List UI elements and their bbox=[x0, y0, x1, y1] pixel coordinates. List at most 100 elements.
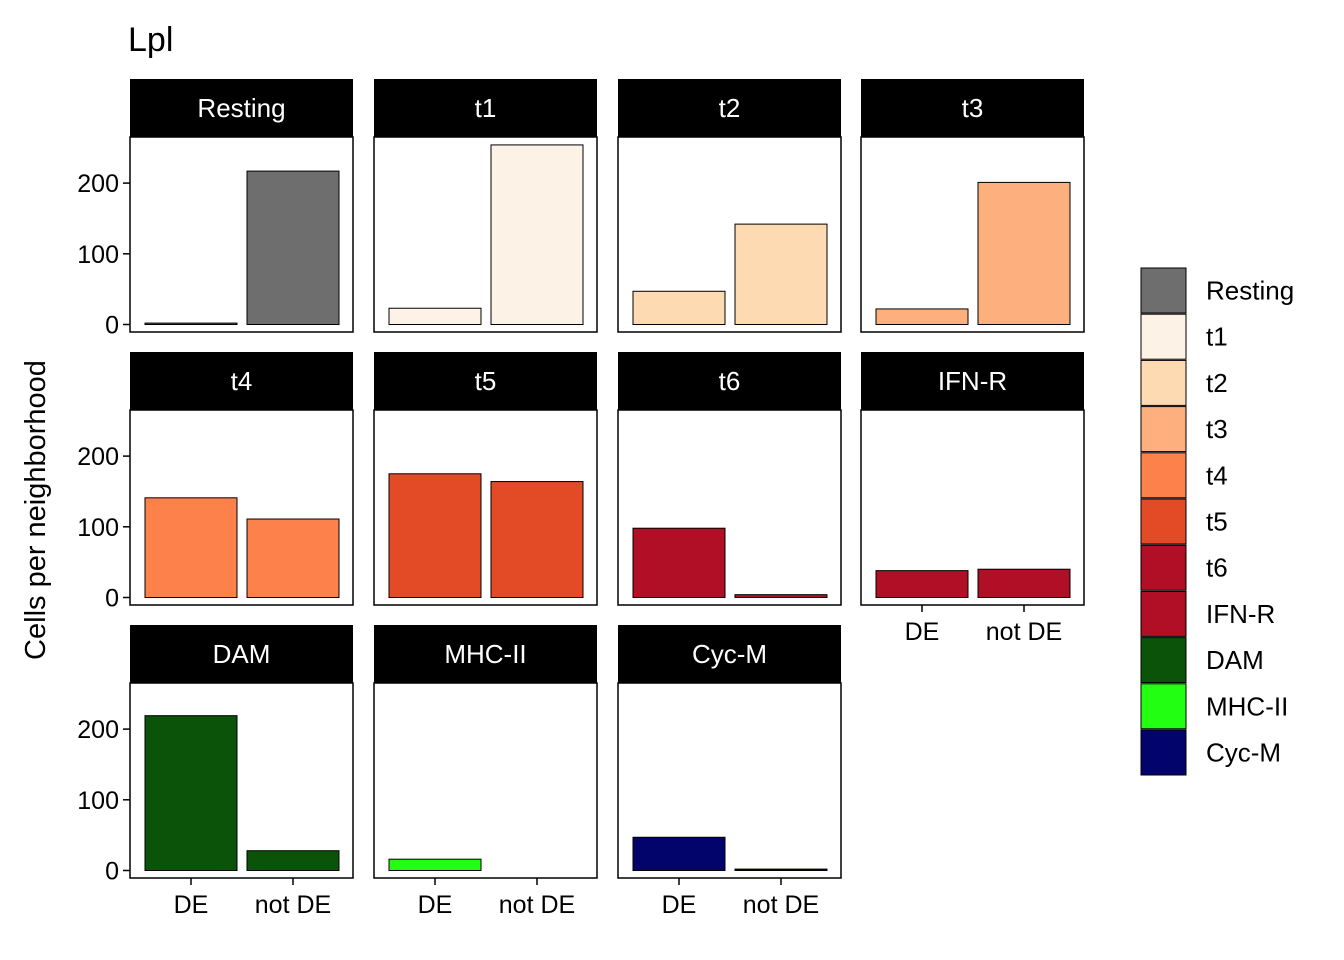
facet-t2: t2 bbox=[617, 79, 842, 333]
facet-mhc-ii: MHC-II DE not DE bbox=[373, 625, 598, 919]
panel-border bbox=[373, 136, 598, 333]
legend-item-t4: t4 bbox=[1140, 452, 1228, 499]
facet-strip-ifn-r bbox=[861, 352, 1084, 410]
bar-t4-de bbox=[144, 497, 238, 599]
legend-label: MHC-II bbox=[1206, 691, 1288, 721]
bar-t4-not-de bbox=[246, 518, 340, 598]
facet-strip-label: t2 bbox=[719, 93, 741, 123]
facet-strip-t6 bbox=[618, 352, 841, 410]
y-tick-label: 0 bbox=[105, 312, 119, 340]
legend-swatch bbox=[1140, 452, 1187, 499]
legend-swatch bbox=[1140, 683, 1187, 730]
facet-strip-label: MHC-II bbox=[444, 639, 526, 669]
facet-resting: Resting 0 100 200 bbox=[77, 79, 354, 340]
facet-t6: t6 bbox=[617, 352, 842, 606]
legend-item-resting: Resting bbox=[1140, 267, 1294, 314]
legend-item-t5: t5 bbox=[1140, 498, 1228, 545]
bar-t2-not-de bbox=[734, 223, 828, 325]
facet-t5: t5 bbox=[373, 352, 598, 606]
legend-swatch bbox=[1140, 313, 1187, 360]
legend-label: t5 bbox=[1206, 507, 1228, 537]
y-tick-label: 200 bbox=[77, 716, 119, 744]
facet-strip-label: t6 bbox=[719, 366, 741, 396]
bar-cyc-m-de bbox=[632, 836, 726, 871]
facet-strip-label: t3 bbox=[962, 93, 984, 123]
legend-item-t2: t2 bbox=[1140, 359, 1228, 406]
legend-label: Resting bbox=[1206, 276, 1294, 306]
panel-border bbox=[373, 409, 598, 606]
facet-strip-t3 bbox=[861, 79, 1084, 137]
chart-title: Lpl bbox=[128, 21, 173, 59]
panel-border bbox=[373, 682, 598, 879]
legend-swatch bbox=[1140, 406, 1187, 453]
bar-resting-not-de bbox=[246, 170, 340, 325]
legend-label: t2 bbox=[1206, 368, 1228, 398]
y-tick-label: 200 bbox=[77, 443, 119, 471]
y-tick-label: 0 bbox=[105, 585, 119, 613]
bar-ifn-r-not-de bbox=[977, 568, 1071, 599]
y-tick-label: 200 bbox=[77, 170, 119, 198]
facet-cyc-m: Cyc-M DE not DE bbox=[617, 625, 842, 919]
legend-item-ifn-r: IFN-R bbox=[1140, 590, 1275, 637]
legend-swatch bbox=[1140, 590, 1187, 637]
facet-t3: t3 bbox=[860, 79, 1085, 333]
x-tick-label: not DE bbox=[986, 618, 1062, 646]
x-tick-label: DE bbox=[174, 891, 209, 919]
facet-strip-label: t4 bbox=[231, 366, 253, 396]
panel-border bbox=[860, 409, 1085, 606]
facet-strip-label: DAM bbox=[213, 639, 271, 669]
legend: Resting t1 t2 t3 t4 t5 t6 IFN-R DAM MHC-II Cyc-M bbox=[1140, 267, 1294, 776]
facet-strip-label: t5 bbox=[475, 366, 497, 396]
facet-strip-label: t1 bbox=[475, 93, 497, 123]
facet-strip-t2 bbox=[618, 79, 841, 137]
panel-border bbox=[617, 409, 842, 606]
bar-cyc-m-not-de bbox=[734, 868, 828, 872]
y-tick-label: 100 bbox=[77, 787, 119, 815]
bar-t5-not-de bbox=[490, 481, 584, 598]
facet-t4: t4 0 100 200 bbox=[77, 352, 354, 613]
facet-strip-dam bbox=[130, 625, 353, 683]
facet-ifn-r: IFN-R DE not DE bbox=[860, 352, 1085, 646]
facet-strip-resting bbox=[130, 79, 353, 137]
panel-border bbox=[129, 409, 354, 606]
legend-swatch bbox=[1140, 267, 1187, 314]
legend-swatch bbox=[1140, 637, 1187, 684]
bar-dam-not-de bbox=[246, 850, 340, 871]
panel-border bbox=[129, 682, 354, 879]
legend-label: t6 bbox=[1206, 553, 1228, 583]
bar-t2-de bbox=[632, 290, 726, 325]
bar-t5-de bbox=[388, 473, 482, 599]
legend-label: DAM bbox=[1206, 645, 1264, 675]
facet-t1: t1 bbox=[373, 79, 598, 333]
legend-swatch bbox=[1140, 359, 1187, 406]
legend-item-t1: t1 bbox=[1140, 313, 1228, 360]
bar-t1-de bbox=[388, 307, 482, 325]
legend-item-mhc-ii: MHC-II bbox=[1140, 683, 1288, 730]
facet-strip-t4 bbox=[130, 352, 353, 410]
legend-label: t3 bbox=[1206, 414, 1228, 444]
panel-border bbox=[129, 136, 354, 333]
facet-strip-t1 bbox=[374, 79, 597, 137]
facet-strip-label: Cyc-M bbox=[692, 639, 767, 669]
bar-ifn-r-de bbox=[875, 570, 969, 599]
x-tick-label: DE bbox=[662, 891, 697, 919]
legend-swatch bbox=[1140, 729, 1187, 776]
legend-label: t1 bbox=[1206, 322, 1228, 352]
y-tick-label: 100 bbox=[77, 514, 119, 542]
legend-swatch bbox=[1140, 498, 1187, 545]
legend-item-t6: t6 bbox=[1140, 544, 1228, 591]
facet-strip-label: IFN-R bbox=[938, 366, 1007, 396]
y-axis-label: Cells per neighborhood bbox=[20, 360, 52, 660]
legend-item-cyc-m: Cyc-M bbox=[1140, 729, 1281, 776]
legend-label: Cyc-M bbox=[1206, 738, 1281, 768]
legend-swatch bbox=[1140, 544, 1187, 591]
x-tick-label: DE bbox=[418, 891, 453, 919]
bar-t6-de bbox=[632, 527, 726, 599]
facet-strip-cyc-m bbox=[618, 625, 841, 683]
bar-mhc-ii-de bbox=[388, 858, 482, 871]
legend-label: t4 bbox=[1206, 460, 1228, 490]
facet-strip-t5 bbox=[374, 352, 597, 410]
panel-border bbox=[617, 136, 842, 333]
x-tick-label: not DE bbox=[743, 891, 819, 919]
